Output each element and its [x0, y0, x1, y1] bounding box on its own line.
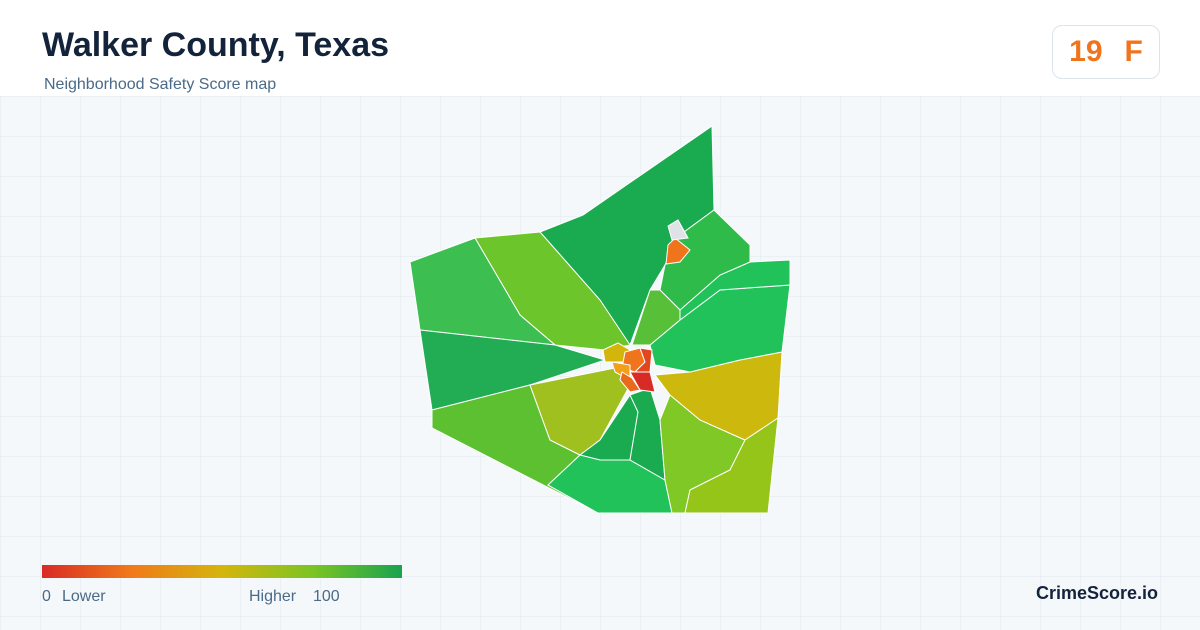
legend-max: 100	[313, 588, 340, 605]
subtitle: Neighborhood Safety Score map	[44, 76, 277, 93]
region	[629, 371, 656, 393]
region	[684, 416, 779, 514]
grid	[0, 96, 1200, 630]
region	[419, 329, 607, 411]
header-bg	[0, 0, 1200, 96]
brand: CrimeScore.io	[1035, 583, 1158, 603]
grade: F	[1124, 35, 1143, 68]
region	[409, 237, 557, 346]
legend-low: Lower	[62, 588, 106, 605]
legend-min: 0	[42, 588, 51, 605]
score: 19	[1069, 35, 1103, 68]
region	[619, 371, 641, 393]
legend-gradient	[42, 565, 402, 578]
legend-high: Higher	[249, 588, 297, 605]
region	[667, 219, 689, 241]
region	[631, 289, 681, 346]
title: Walker County, Texas	[42, 26, 390, 64]
score-badge: 19 F	[1052, 25, 1160, 79]
county-map	[409, 125, 791, 514]
